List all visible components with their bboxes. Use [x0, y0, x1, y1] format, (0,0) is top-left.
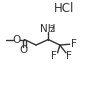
Text: O: O	[12, 35, 21, 45]
Text: HCl: HCl	[53, 2, 74, 15]
Text: O: O	[19, 45, 27, 55]
Text: F: F	[51, 51, 56, 61]
Text: F: F	[66, 51, 72, 61]
Text: F: F	[71, 39, 77, 49]
Text: 2: 2	[49, 25, 54, 34]
Text: NH: NH	[40, 24, 55, 34]
